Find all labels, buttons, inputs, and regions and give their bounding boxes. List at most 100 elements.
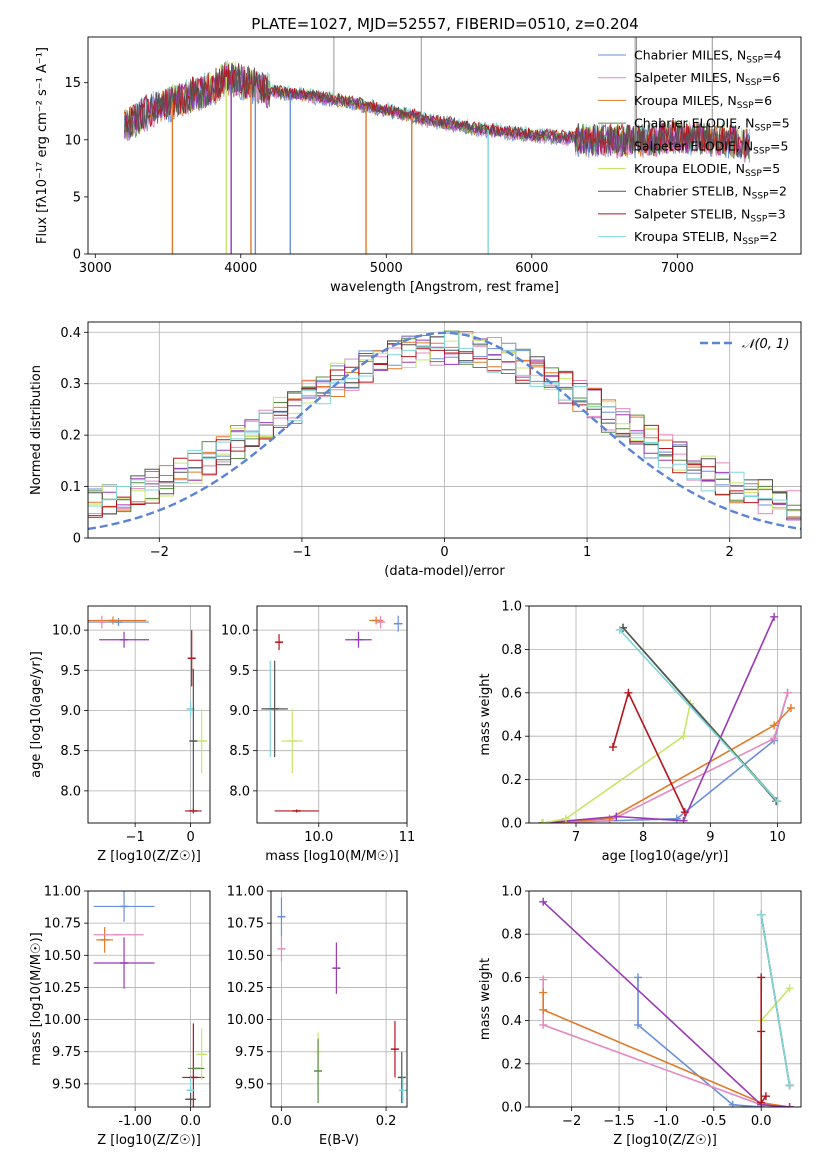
- plot-area: [88, 615, 208, 814]
- data-point: [274, 809, 319, 813]
- x-tick-label: -0.5: [701, 1114, 726, 1129]
- y-axis-label: Flux [fλ10⁻¹⁷ erg cm⁻² s⁻¹ A⁻¹]: [35, 47, 50, 244]
- series-marker: [728, 1100, 737, 1107]
- x-tick-label: 10: [769, 830, 786, 845]
- series-marker: [612, 812, 621, 821]
- x-tick-label: 0: [186, 830, 194, 845]
- x-tick-label: -1.00: [118, 1114, 152, 1129]
- y-tick-label: 5: [73, 190, 81, 205]
- data-point: [277, 897, 286, 936]
- x-tick-label: 11: [399, 830, 416, 845]
- x-tick-label: 8: [639, 830, 647, 845]
- chart-age_vs_Z: −1 0 8.0 8.5 9.0 9.5 10.0 Z [log10(Z/Z☉)] age [l…: [29, 605, 211, 864]
- data-point: [332, 942, 341, 994]
- y-axis-label: mass [log10(M/M☉)]: [29, 932, 44, 1065]
- series-line: [542, 703, 691, 823]
- axes-frame: [87, 890, 211, 1108]
- x-tick-label: 10.0: [304, 830, 333, 845]
- series-marker: [757, 1098, 766, 1107]
- legend-count: =3: [767, 206, 785, 221]
- axes-frame: [87, 36, 802, 255]
- data-point: [187, 630, 196, 687]
- y-tick-label: 0.0: [501, 817, 522, 832]
- data-point: [261, 660, 288, 758]
- series-marker: [539, 1020, 548, 1029]
- x-tick-label: 7000: [661, 261, 694, 276]
- y-tick-label: 0: [73, 248, 81, 263]
- y-tick-label: 0.4: [60, 326, 81, 341]
- plot-area: [539, 897, 794, 1107]
- series-marker: [757, 910, 766, 919]
- data-point: [275, 634, 284, 651]
- series-line: [542, 692, 789, 823]
- legend-count: =5: [771, 116, 789, 131]
- histogram-kroupa-stelib: [88, 332, 801, 538]
- series-kroupa-stelib: [615, 625, 782, 806]
- y-tick-label: 9.50: [235, 1077, 264, 1092]
- plot-area: [261, 615, 403, 813]
- legend-count: =5: [762, 161, 780, 176]
- series-kroupa-elodie: [538, 699, 695, 823]
- legend: Chabrier MILES, NSSP=4 Salpeter MILES, NS…: [598, 48, 790, 247]
- x-axis-label: Z [log10(Z/Z☉)]: [97, 849, 201, 864]
- legend-subscript: SSP: [753, 146, 770, 156]
- y-tick-label: 0.8: [501, 928, 522, 943]
- x-tick-label: 7: [572, 830, 580, 845]
- axes-frame: [87, 605, 211, 824]
- y-tick-label: 0.1: [60, 480, 81, 495]
- data-point: [99, 631, 149, 648]
- chart-age_vs_mass: 10.0 11 8.0 8.5 9.0 9.5 10.0 mass [log10(M/M☉)]: [221, 605, 416, 864]
- y-tick-label: 10.50: [227, 949, 264, 964]
- data-point: [196, 1028, 208, 1080]
- series-marker: [539, 975, 548, 984]
- series-line: [542, 992, 790, 1107]
- series-marker: [783, 688, 792, 697]
- spectrum-line-salpeter-miles: [124, 65, 750, 163]
- y-tick-label: 10.75: [227, 917, 264, 932]
- series-marker: [672, 814, 681, 823]
- y-tick-label: 10.25: [44, 981, 81, 996]
- x-tick-label: 3000: [79, 261, 112, 276]
- x-tick-label: −1: [292, 545, 311, 560]
- data-point: [345, 631, 372, 648]
- chart-weight_vs_age: 7 8 9 10 0.0 0.2 0.4 0.6 0.8 1.0 age [log10(age/yr…: [478, 600, 802, 864]
- x-tick-label: −1: [126, 830, 145, 845]
- y-tick-label: 9.0: [60, 704, 81, 719]
- legend-entry: Chabrier MILES, NSSP=4: [634, 48, 782, 66]
- y-tick-label: 0.3: [60, 377, 81, 392]
- series-line: [612, 690, 686, 813]
- chart-mass_vs_Z: -1.00 0.0 9.50 9.75 10.00 10.25 10.50 10.75 11.0…: [29, 885, 211, 1148]
- legend-subscript: SSP: [745, 169, 762, 179]
- plot-area: [124, 37, 750, 254]
- reference-legend-label: 𝒩(0, 1): [742, 337, 789, 352]
- series-marker: [605, 814, 614, 823]
- y-tick-label: 9.5: [60, 664, 81, 679]
- x-tick-label: −2: [562, 1114, 581, 1129]
- plot-area: [538, 612, 795, 823]
- y-tick-label: 0.2: [501, 773, 522, 788]
- data-point: [93, 891, 155, 922]
- series-line: [760, 977, 767, 1106]
- series-line: [619, 629, 779, 802]
- series-marker: [615, 625, 624, 634]
- y-tick-label: 0.2: [501, 1057, 522, 1072]
- series-kroupa-stelib: [757, 910, 794, 1090]
- y-tick-label: 9.75: [235, 1045, 264, 1060]
- y-tick-label: 15: [64, 76, 81, 91]
- series-salpeter-stelib: [757, 973, 770, 1107]
- data-point: [196, 708, 208, 774]
- series-marker: [785, 1081, 794, 1090]
- x-tick-label: 5000: [370, 261, 403, 276]
- chart-mass_vs_EBV: 0.0 0.2 9.50 9.75 10.00 10.25 10.50 10.75 11.00 E…: [227, 885, 408, 1148]
- legend-entry: Kroupa MILES, NSSP=6: [634, 93, 772, 111]
- normal-reference-curve: [88, 331, 801, 531]
- series-marker: [679, 732, 688, 741]
- y-tick-label: 10.50: [44, 949, 81, 964]
- axes-frame: [87, 321, 802, 539]
- y-tick-label: 1.0: [501, 600, 522, 615]
- series-marker: [539, 1005, 548, 1014]
- legend-subscript: SSP: [754, 124, 771, 134]
- y-tick-label: 10.0: [221, 624, 250, 639]
- y-tick-label: 9.5: [229, 664, 250, 679]
- x-tick-label: 1: [583, 545, 591, 560]
